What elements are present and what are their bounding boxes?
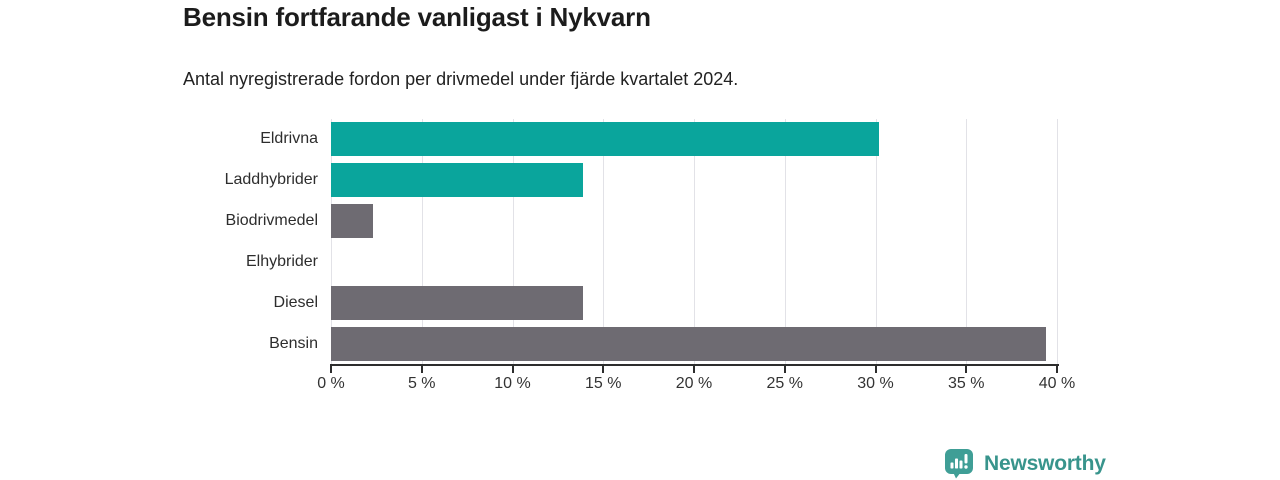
x-axis-tick-40 [1056, 366, 1058, 373]
x-tick-label-10: 10 % [494, 375, 531, 392]
gridline-x-40 [1057, 119, 1058, 364]
brand-footer: Newsworthy [944, 448, 1106, 479]
category-label-elhybrider: Elhybrider [245, 252, 318, 270]
category-label-eldrivna: Eldrivna [260, 130, 318, 148]
x-axis-tick-35 [965, 366, 968, 373]
bar-row-laddhybrider: Laddhybrider [225, 160, 1057, 201]
bar-row-diesel: Diesel [274, 282, 1057, 323]
gridline-x-15 [603, 119, 605, 364]
gridline-x-10 [512, 119, 514, 364]
x-tick-label-40: 40 % [1038, 375, 1076, 392]
gridline-x-5 [421, 119, 423, 364]
bar-eldrivna [331, 122, 880, 157]
gridline-x-30 [875, 119, 877, 364]
category-label-laddhybrider: Laddhybrider [224, 171, 318, 189]
x-axis-tick-5 [420, 366, 423, 373]
x-axis-line [330, 364, 1059, 366]
gridline-x-35 [966, 119, 968, 364]
x-tick-label-25: 25 % [766, 375, 803, 392]
x-tick-label-20: 20 % [675, 375, 713, 392]
category-label-biodrivmedel: Biodrivmedel [225, 212, 318, 230]
bar-row-bensin: Bensin [269, 323, 1057, 364]
bar-row-eldrivna: Eldrivna [260, 119, 1057, 160]
chart-subtitle: Antal nyregistrerade fordon per drivmede… [183, 69, 739, 89]
newsworthy-logo-icon [944, 448, 975, 479]
bar-row-elhybrider: Elhybrider [246, 242, 1057, 283]
bar-chart-plot-area: 0 % 5 % 10 % 15 % 20 % 25 % 30 % 35 % 40 % Eldriv… [225, 119, 1075, 392]
brand-name: Newsworthy [984, 451, 1106, 475]
category-label-bensin: Bensin [269, 334, 318, 352]
x-tick-label-0: 0 % [317, 375, 345, 392]
page-title: Bensin fortfarande vanligast i Nykvarn [183, 2, 651, 32]
gridline-x-25 [784, 119, 786, 364]
x-axis-tick-20 [693, 366, 695, 373]
bar-biodrivmedel [331, 204, 373, 239]
x-tick-label-35: 35 % [948, 375, 985, 392]
bar-laddhybrider [331, 163, 584, 198]
x-axis-tick-15 [602, 366, 605, 373]
bar-row-biodrivmedel: Biodrivmedel [226, 201, 1057, 242]
bar-diesel [331, 285, 584, 320]
x-tick-label-30: 30 % [857, 375, 894, 392]
category-label-diesel: Diesel [273, 293, 318, 311]
bar-bensin [331, 326, 1047, 361]
x-axis-tick-10 [511, 366, 514, 373]
x-axis-tick-25 [783, 366, 786, 373]
gridline-x-20 [694, 119, 695, 364]
x-axis-tick-0 [330, 366, 332, 373]
x-axis-tick-30 [874, 366, 877, 373]
x-tick-label-15: 15 % [585, 375, 622, 392]
x-tick-label-5: 5 % [407, 375, 436, 392]
gridline-x-0 [331, 119, 332, 364]
